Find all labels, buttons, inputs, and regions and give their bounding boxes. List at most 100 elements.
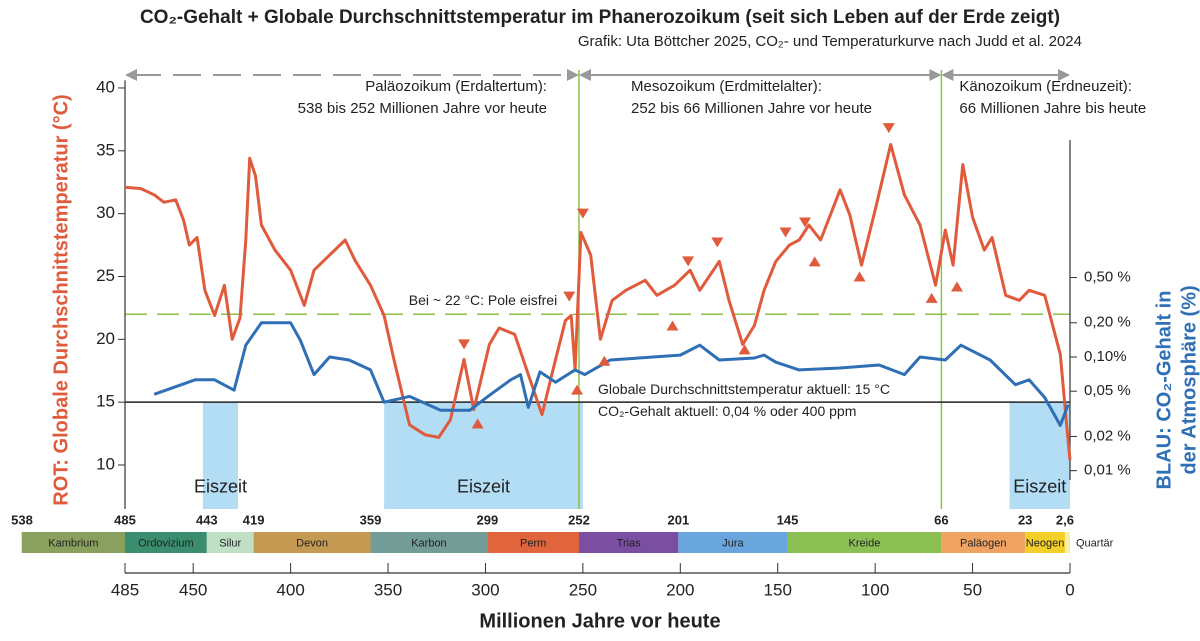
cold-marker: [571, 384, 584, 395]
cold-marker: [950, 281, 963, 292]
period-label: Quartär: [1076, 537, 1114, 549]
period-label: Perm: [520, 537, 546, 549]
period: [941, 532, 1026, 553]
period-label: Jura: [722, 537, 744, 549]
period: [206, 532, 254, 553]
ice-age: [1009, 402, 1070, 509]
era-label: 252 bis 66 Millionen Jahre vor heute: [631, 100, 872, 117]
chart-title: CO₂-Gehalt + Globale Durchschnittstemper…: [140, 7, 1060, 28]
y2-axis-label: BLAU: CO₂-Gehalt in: [1153, 291, 1175, 490]
era-label: Mesozoikum (Erdmittelalter):: [631, 78, 822, 95]
period-label: Kreide: [849, 537, 881, 549]
ice-age: [202, 402, 239, 509]
cold-marker: [853, 271, 866, 282]
y-tick-label: 40: [96, 77, 115, 96]
x-tick-label: 450: [179, 580, 207, 599]
x-tick-label: 485: [111, 580, 139, 599]
period-boundary-label: 359: [360, 512, 382, 527]
period-boundary-label: 299: [477, 512, 499, 527]
period: [21, 532, 126, 553]
warm-marker: [711, 237, 724, 248]
period-boundary-label: 66: [934, 512, 948, 527]
ice-age-label: Eiszeit: [1013, 476, 1066, 496]
x-tick-label: 0: [1065, 580, 1074, 599]
ice-age-label: Eiszeit: [457, 476, 510, 496]
period-boundary-label: 538: [11, 512, 33, 527]
y-tick-label: 10: [96, 454, 115, 473]
cold-marker: [471, 418, 484, 429]
warm-marker: [682, 256, 695, 267]
period-boundary-label: 252: [568, 512, 590, 527]
period-label: Karbon: [411, 537, 446, 549]
period-label: Neogen: [1026, 537, 1065, 549]
reference-label: Globale Durchschnittstemperatur aktuell:…: [598, 381, 890, 397]
y-tick-label: 15: [96, 392, 115, 411]
y2-tick-label: 0,01 %: [1084, 462, 1131, 479]
y-tick-label: 25: [96, 266, 115, 285]
y-tick-label: 20: [96, 329, 115, 348]
y2-tick-label: 0,02 %: [1084, 427, 1131, 444]
period-boundary-label: 2,6: [1056, 512, 1074, 527]
x-tick-label: 50: [963, 580, 982, 599]
period-boundary-label: 145: [777, 512, 799, 527]
warm-marker: [576, 208, 589, 219]
x-tick-label: 300: [471, 580, 499, 599]
y2-tick-label: 0,50 %: [1084, 269, 1131, 286]
period: [1025, 532, 1065, 553]
y-tick-label: 30: [96, 203, 115, 222]
cold-marker: [925, 292, 938, 303]
period-boundary-label: 485: [114, 512, 136, 527]
warm-marker: [563, 291, 576, 302]
period: [487, 532, 579, 553]
data-line: [153, 321, 1070, 427]
cold-marker: [808, 256, 821, 267]
period-boundary-label: 201: [668, 512, 690, 527]
cold-marker: [666, 320, 679, 331]
y2-axis-label: der Atmosphäre (%): [1178, 285, 1200, 474]
x-tick-label: 350: [374, 580, 402, 599]
period: [253, 532, 371, 553]
period: [125, 532, 207, 553]
period-label: Paläogen: [960, 537, 1007, 549]
period-label: Silur: [219, 537, 241, 549]
era-label: Känozoikum (Erdneuzeit):: [959, 78, 1132, 95]
warm-marker: [882, 123, 895, 134]
y2-tick-label: 0,10%: [1084, 348, 1127, 365]
period-label: Trias: [617, 537, 642, 549]
x-tick-label: 400: [276, 580, 304, 599]
era-label: Paläozoikum (Erdaltertum):: [365, 78, 547, 95]
period-boundary-label: 419: [243, 512, 265, 527]
reference-label: Bei ~ 22 °C: Pole eisfrei: [409, 292, 557, 308]
cold-marker: [738, 344, 751, 355]
x-tick-label: 150: [764, 580, 792, 599]
period-boundary-label: 443: [196, 512, 218, 527]
reference-label: CO₂-Gehalt aktuell: 0,04 % oder 400 ppm: [598, 403, 856, 419]
period-label: Kambrium: [48, 537, 98, 549]
period-label: Ordovizium: [138, 537, 194, 549]
period: [678, 532, 788, 553]
period: [370, 532, 488, 553]
period-boundary-label: 23: [1018, 512, 1032, 527]
ice-age: [384, 402, 583, 509]
warm-marker: [779, 227, 792, 238]
period: [578, 532, 679, 553]
x-tick-label: 200: [666, 580, 694, 599]
x-tick-label: 250: [569, 580, 597, 599]
era-label: 538 bis 252 Millionen Jahre vor heute: [298, 100, 547, 117]
period: [1064, 532, 1070, 553]
y2-tick-label: 0,05 %: [1084, 382, 1131, 399]
ice-age-label: Eiszeit: [194, 476, 247, 496]
cold-marker: [598, 355, 611, 366]
period: [787, 532, 942, 553]
y2-tick-label: 0,20 %: [1084, 314, 1131, 331]
era-label: 66 Millionen Jahre bis heute: [959, 100, 1146, 117]
period-label: Devon: [296, 537, 328, 549]
y-axis-label: ROT: Globale Durchschnittstemperatur (°C…: [50, 94, 72, 505]
x-axis-label: Millionen Jahre vor heute: [479, 610, 720, 632]
x-tick-label: 100: [861, 580, 889, 599]
chart-subtitle: Grafik: Uta Böttcher 2025, CO₂- und Temp…: [578, 33, 1082, 50]
warm-marker: [799, 217, 812, 228]
warm-marker: [458, 339, 471, 350]
y-tick-label: 35: [96, 140, 115, 159]
